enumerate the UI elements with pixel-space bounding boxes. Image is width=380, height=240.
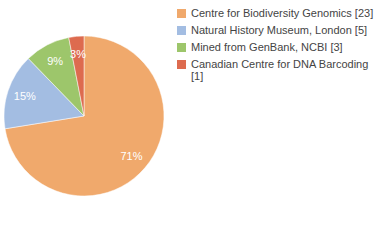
data-labels: 71% 15% 9% 3%: [14, 48, 143, 163]
legend-swatch: [177, 43, 186, 52]
legend-label: Natural History Museum, London [5]: [191, 24, 367, 36]
legend-label-line: [1]: [191, 70, 203, 82]
chart: 71% 15% 9% 3% Centre for Biodiversity Genomi…: [0, 0, 380, 240]
data-label: 71%: [120, 150, 142, 162]
legend-label-line: Centre for Biodiversity Genomics [23]: [191, 7, 373, 19]
legend-label-line: Mined from GenBank, NCBI [3]: [191, 41, 343, 53]
data-label: 3%: [70, 48, 86, 60]
legend: Centre for Biodiversity Genomics [23] Nat…: [177, 7, 373, 82]
legend-label: Canadian Centre for DNA Barcoding[1]: [191, 58, 368, 82]
legend-label-line: Natural History Museum, London [5]: [191, 24, 367, 36]
legend-label: Mined from GenBank, NCBI [3]: [191, 41, 343, 53]
legend-swatch: [177, 60, 186, 69]
legend-swatch: [177, 9, 186, 18]
legend-label: Centre for Biodiversity Genomics [23]: [191, 7, 373, 19]
pie: [4, 36, 164, 196]
legend-swatch: [177, 26, 186, 35]
data-label: 15%: [14, 90, 36, 102]
legend-label-line: Canadian Centre for DNA Barcoding: [191, 58, 368, 70]
data-label: 9%: [47, 55, 63, 67]
